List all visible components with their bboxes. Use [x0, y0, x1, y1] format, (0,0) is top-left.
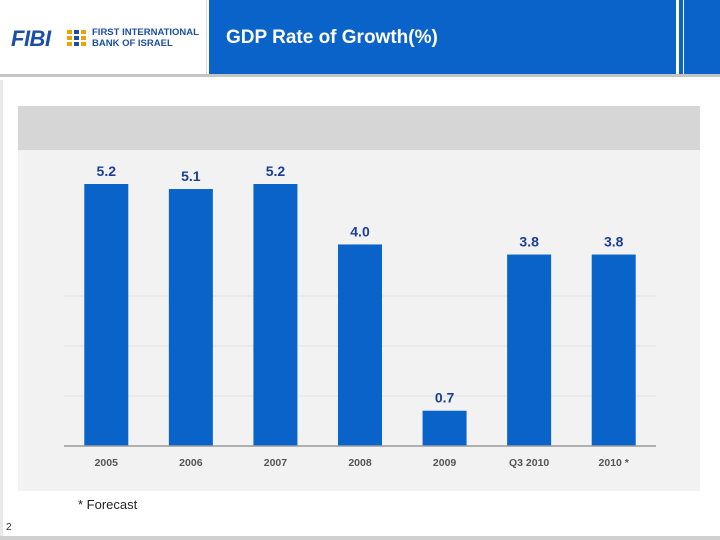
bar-value-label: 0.7 — [435, 390, 455, 406]
bar — [507, 254, 552, 446]
bank-name-line2: BANK OF ISRAEL — [92, 38, 173, 49]
bar-value-label: 5.2 — [266, 163, 286, 179]
bar — [168, 189, 213, 447]
x-tick-label: 2008 — [348, 457, 372, 469]
bar — [253, 184, 298, 446]
bar-value-label: 5.2 — [97, 163, 117, 179]
bar-value-label: 3.8 — [519, 234, 539, 250]
bar — [84, 184, 129, 446]
header-divider — [0, 74, 720, 77]
bottom-divider — [0, 536, 720, 540]
page-title: GDP Rate of Growth(%) — [226, 27, 438, 48]
bar-value-label: 5.1 — [181, 168, 201, 184]
x-tick-label: 2007 — [264, 457, 288, 469]
bar-value-label: 4.0 — [350, 223, 370, 239]
header-accent-block — [684, 0, 720, 74]
title-bar: GDP Rate of Growth(%) — [209, 0, 676, 74]
x-tick-label: 2005 — [95, 457, 119, 469]
bank-name-line1: FIRST INTERNATIONAL — [92, 27, 199, 38]
x-tick-label: 2006 — [179, 457, 203, 469]
logo: FIBI FIRST INTERNATIONAL BANK OF ISRAEL — [0, 0, 207, 74]
page-number: 2 — [6, 522, 12, 533]
bank-name: FIRST INTERNATIONAL BANK OF ISRAEL — [92, 27, 199, 49]
x-tick-label: Q3 2010 — [509, 457, 549, 469]
bar — [422, 410, 467, 446]
header: FIBI FIRST INTERNATIONAL BANK OF ISRAEL … — [0, 0, 720, 74]
bar — [338, 244, 382, 446]
logo-text: FIBI — [11, 26, 51, 51]
bar-value-label: 3.8 — [604, 234, 624, 250]
x-tick-label: 2009 — [433, 457, 457, 469]
bank-emblem-icon — [67, 30, 86, 46]
x-tick-label: 2010 * — [599, 457, 630, 469]
forecast-footnote: * Forecast — [78, 497, 138, 512]
bar — [591, 254, 636, 446]
chart-header-band — [18, 106, 700, 150]
left-divider — [0, 80, 3, 540]
header-accent-bar — [679, 0, 683, 74]
